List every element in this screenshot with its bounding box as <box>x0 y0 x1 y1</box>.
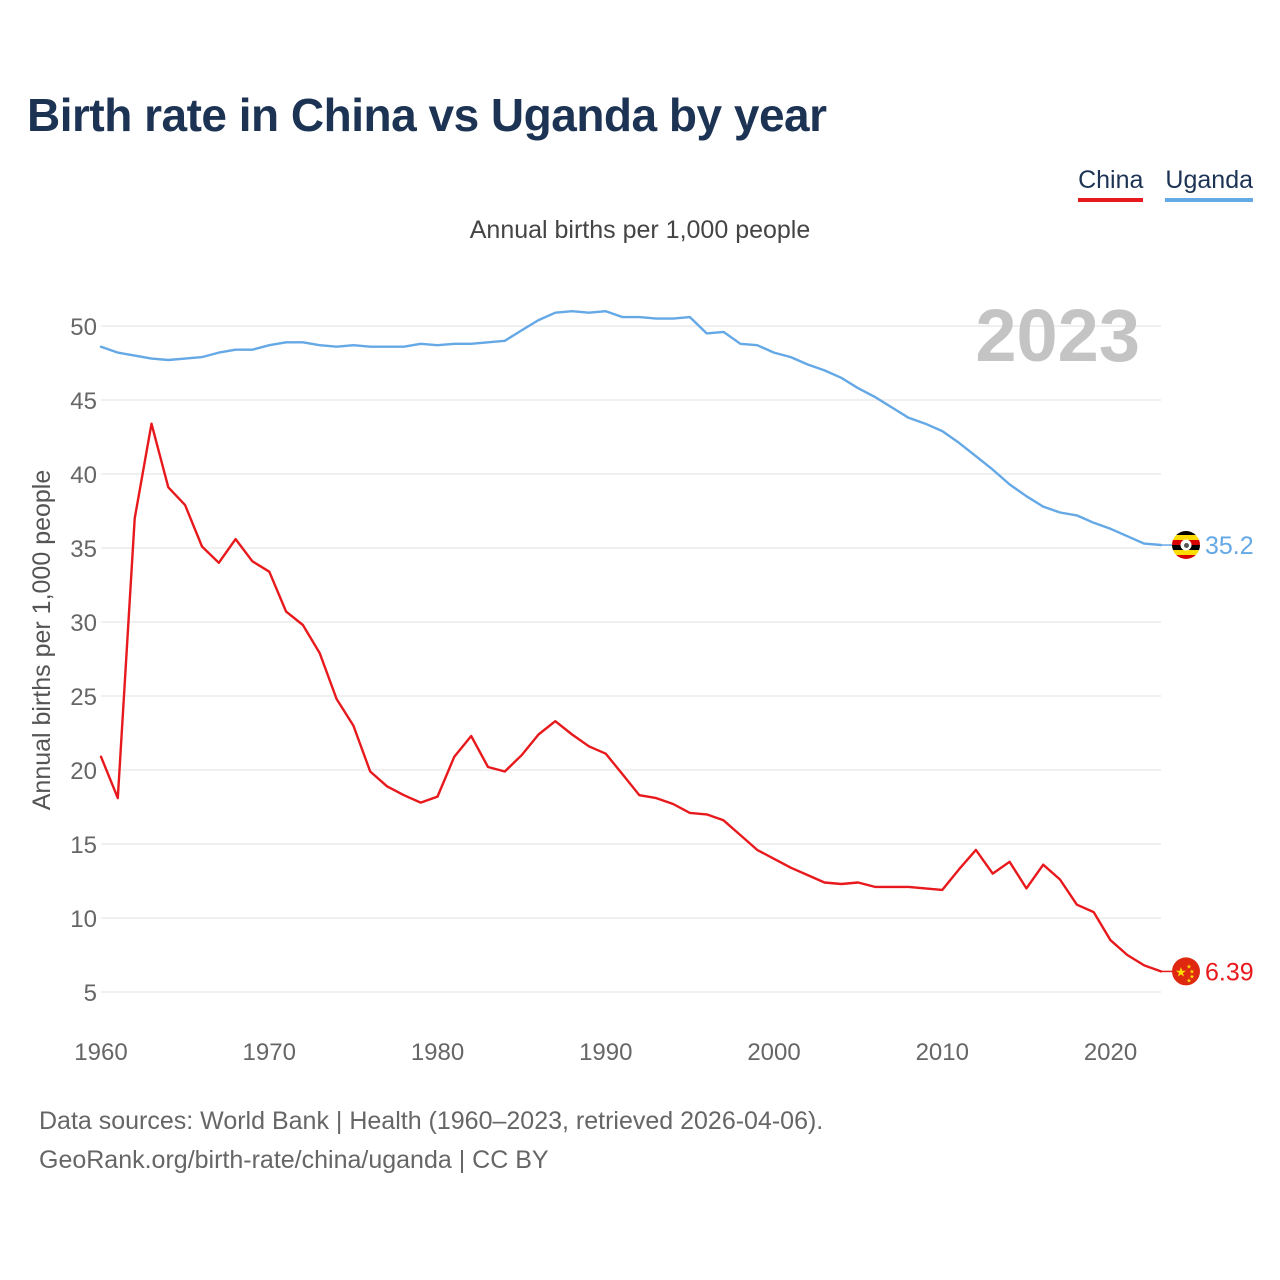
svg-text:★: ★ <box>1189 968 1194 975</box>
y-tick-label: 45 <box>70 388 97 415</box>
china-end-marker: ★ ★ ★ ★ ★ 6.39 <box>1172 957 1254 986</box>
svg-text:★: ★ <box>1189 973 1194 980</box>
y-axis-label: Annual births per 1,000 people <box>28 470 56 811</box>
year-watermark: 2023 <box>975 294 1140 377</box>
china-flag-icon: ★ ★ ★ ★ ★ <box>1172 957 1200 986</box>
y-tick-label: 50 <box>70 314 97 341</box>
legend: China Uganda <box>1078 166 1253 202</box>
y-tick-label: 15 <box>70 832 97 859</box>
source-url[interactable]: GeoRank.org/birth-rate/china/uganda | CC… <box>39 1146 549 1174</box>
x-tick-label: 1980 <box>411 1039 464 1066</box>
legend-item-china[interactable]: China <box>1078 166 1144 202</box>
uganda-flag-icon <box>1172 531 1200 559</box>
y-tick-label: 10 <box>70 906 97 933</box>
chart-title: Birth rate in China vs Uganda by year <box>27 89 827 141</box>
y-axis-ticks: 5 10 15 20 25 30 35 40 45 50 <box>70 314 97 1007</box>
uganda-end-value: 35.2 <box>1205 532 1254 560</box>
svg-text:★: ★ <box>1186 977 1191 984</box>
chart-subtitle: Annual births per 1,000 people <box>469 216 811 244</box>
gridlines <box>101 325 1161 993</box>
series <box>99 310 1172 973</box>
uganda-end-marker: 35.2 <box>1172 531 1254 560</box>
x-tick-label: 1960 <box>74 1039 127 1066</box>
y-tick-label: 25 <box>70 684 97 711</box>
series-line-china[interactable] <box>99 422 1163 973</box>
y-tick-label: 35 <box>70 536 97 563</box>
legend-item-uganda[interactable]: Uganda <box>1165 166 1253 202</box>
x-axis-ticks: 1960 1970 1980 1990 2000 2010 2020 <box>74 1039 1137 1066</box>
series-line-uganda[interactable] <box>99 310 1163 547</box>
y-tick-label: 30 <box>70 610 97 637</box>
x-tick-label: 1970 <box>243 1039 296 1066</box>
x-tick-label: 2020 <box>1084 1039 1137 1066</box>
x-tick-label: 2010 <box>916 1039 969 1066</box>
x-tick-label: 2000 <box>747 1039 800 1066</box>
x-tick-label: 1990 <box>579 1039 632 1066</box>
y-tick-label: 20 <box>70 758 97 785</box>
y-tick-label: 5 <box>84 980 97 1007</box>
y-tick-label: 40 <box>70 462 97 489</box>
svg-text:★: ★ <box>1175 965 1187 980</box>
line-chart: 2023 5 10 15 20 25 30 35 40 45 50 1960 1970 1980 199… <box>28 294 1254 1066</box>
source-note: Data sources: World Bank | Health (1960–… <box>39 1107 824 1135</box>
svg-text:★: ★ <box>1186 963 1191 970</box>
china-end-value: 6.39 <box>1205 958 1254 986</box>
